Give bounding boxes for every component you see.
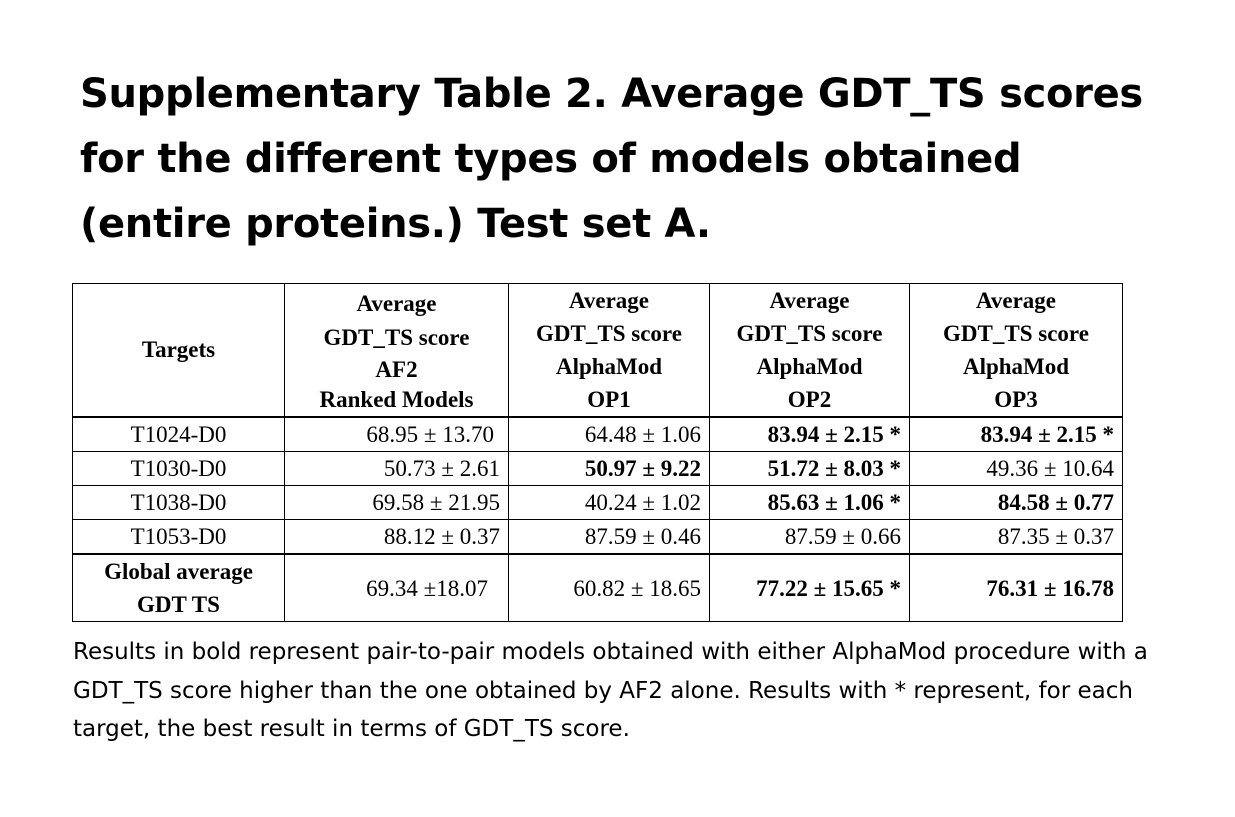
global-af2-cell: 69.34 ±18.07 [284, 553, 509, 622]
table-row: T1038-D0 69.58 ± 21.95 40.24 ± 1.02 85.6… [72, 485, 1123, 520]
global-op2-cell: 77.22 ± 15.65 * [709, 553, 910, 622]
results-table: Targets Average GDT_TS score AF2 Ranked … [72, 283, 1123, 622]
op1-cell: 64.48 ± 1.06 [508, 416, 710, 452]
op3-cell: 87.35 ± 0.37 [909, 519, 1123, 555]
page-title: Supplementary Table 2. Average GDT_TS sc… [80, 71, 1143, 247]
op3-cell: 83.94 ± 2.15 * [909, 416, 1123, 452]
global-op3-cell: 76.31 ± 16.78 [909, 553, 1123, 622]
af2-cell: 50.73 ± 2.61 [284, 451, 509, 486]
header-op1: Average GDT_TS score AlphaMod OP1 [508, 283, 710, 418]
target-cell: T1038-D0 [72, 485, 285, 520]
target-cell: T1030-D0 [72, 451, 285, 486]
op2-cell: 51.72 ± 8.03 * [709, 451, 910, 486]
op1-cell: 50.97 ± 9.22 [508, 451, 710, 486]
af2-cell: 88.12 ± 0.37 [284, 519, 509, 555]
global-average-row: Global average GDT TS 69.34 ±18.07 60.82… [72, 553, 1123, 622]
header-targets: Targets [72, 283, 285, 418]
target-cell: T1024-D0 [72, 416, 285, 452]
header-row: Targets Average GDT_TS score AF2 Ranked … [72, 283, 1123, 418]
header-op2: Average GDT_TS score AlphaMod OP2 [709, 283, 910, 418]
op2-cell: 85.63 ± 1.06 * [709, 485, 910, 520]
table-row: T1030-D0 50.73 ± 2.61 50.97 ± 9.22 51.72… [72, 451, 1123, 486]
table-caption: Results in bold represent pair-to-pair m… [73, 639, 1148, 742]
header-af2: Average GDT_TS score AF2 Ranked Models [284, 283, 509, 418]
table-row: T1024-D0 68.95 ± 13.70 64.48 ± 1.06 83.9… [72, 416, 1123, 452]
table-row: T1053-D0 88.12 ± 0.37 87.59 ± 0.46 87.59… [72, 519, 1123, 555]
af2-cell: 69.58 ± 21.95 [284, 485, 509, 520]
op3-cell: 84.58 ± 0.77 [909, 485, 1123, 520]
op2-cell: 83.94 ± 2.15 * [709, 416, 910, 452]
global-average-label: Global average GDT TS [72, 553, 285, 622]
op2-cell: 87.59 ± 0.66 [709, 519, 910, 555]
global-op1-cell: 60.82 ± 18.65 [508, 553, 710, 622]
op1-cell: 40.24 ± 1.02 [508, 485, 710, 520]
op3-cell: 49.36 ± 10.64 [909, 451, 1123, 486]
header-op3: Average GDT_TS score AlphaMod OP3 [909, 283, 1123, 418]
af2-cell: 68.95 ± 13.70 [284, 416, 509, 452]
op1-cell: 87.59 ± 0.46 [508, 519, 710, 555]
target-cell: T1053-D0 [72, 519, 285, 555]
